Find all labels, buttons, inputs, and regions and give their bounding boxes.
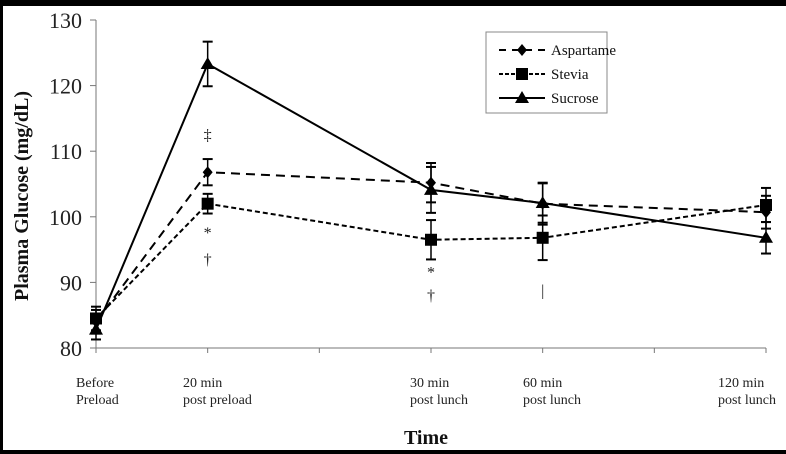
y-tick-label: 80 xyxy=(60,336,82,361)
axes: 80 90 100 110 120 130 Before Preload 20 min post … xyxy=(49,8,776,408)
square-marker xyxy=(516,68,528,80)
x-category-label: 120 min post lunch xyxy=(718,376,776,408)
x-category-label-line: post lunch xyxy=(523,393,581,408)
legend-label: Stevia xyxy=(551,67,589,83)
significance-marker: † xyxy=(204,251,212,268)
triangle-marker xyxy=(89,322,103,335)
legend-label: Aspartame xyxy=(551,43,616,59)
y-tick-label: 100 xyxy=(49,205,82,230)
x-category-label: Before Preload xyxy=(76,376,119,408)
x-category-label-line: post preload xyxy=(183,393,252,408)
significance-marker: † xyxy=(427,288,435,305)
square-marker xyxy=(425,233,437,246)
line-chart: 80 90 100 110 120 130 Before Preload 20 min post … xyxy=(11,8,776,449)
x-axis-title: Time xyxy=(404,427,448,449)
significance-marker: * xyxy=(427,265,435,282)
x-category-label: 20 min post preload xyxy=(183,376,252,408)
significance-marker: * xyxy=(204,225,212,242)
triangle-marker xyxy=(200,56,215,69)
x-category-label-line: post lunch xyxy=(718,393,776,408)
square-marker xyxy=(760,198,772,211)
y-axis-title: Plasma Glucose (mg/dL) xyxy=(11,91,33,301)
y-tick-label: 130 xyxy=(49,8,82,33)
series-sucrose xyxy=(89,40,773,341)
y-tick-label: 90 xyxy=(60,270,82,295)
square-marker xyxy=(201,197,214,210)
x-category-label: 30 min post lunch xyxy=(410,376,468,408)
triangle-marker xyxy=(535,196,550,209)
triangle-marker xyxy=(759,230,773,243)
legend-item-sucrose: Sucrose xyxy=(499,91,599,107)
diamond-marker xyxy=(202,166,213,179)
legend-item-stevia: Stevia xyxy=(499,67,589,83)
square-marker xyxy=(536,231,549,244)
legend-box xyxy=(485,31,608,114)
legend: Aspartame Stevia Sucrose xyxy=(485,31,616,114)
legend-label: Sucrose xyxy=(551,91,599,107)
y-tick-label: 110 xyxy=(50,139,82,164)
y-tick-label: 120 xyxy=(49,74,82,99)
x-category-label-line: Before xyxy=(76,376,114,391)
triangle-marker xyxy=(424,182,438,195)
x-category-label-line: post lunch xyxy=(410,393,468,408)
annotations: ‡ * † * † | xyxy=(204,127,545,305)
diamond-marker xyxy=(517,44,527,56)
chart-area: 80 90 100 110 120 130 Before Preload 20 min post … xyxy=(3,6,786,450)
legend-item-aspartame: Aspartame xyxy=(499,43,616,59)
triangle-marker xyxy=(515,91,529,103)
x-category-label-line: 60 min xyxy=(523,376,562,391)
significance-marker: | xyxy=(541,282,544,299)
x-category-label-line: 20 min xyxy=(183,376,222,391)
x-category-label-line: 30 min xyxy=(410,376,449,391)
x-category-label-line: Preload xyxy=(76,393,119,408)
x-category-label: 60 min post lunch xyxy=(523,376,581,408)
series-layer xyxy=(89,40,773,341)
x-category-label-line: 120 min xyxy=(718,376,764,391)
significance-marker: ‡ xyxy=(204,127,212,144)
